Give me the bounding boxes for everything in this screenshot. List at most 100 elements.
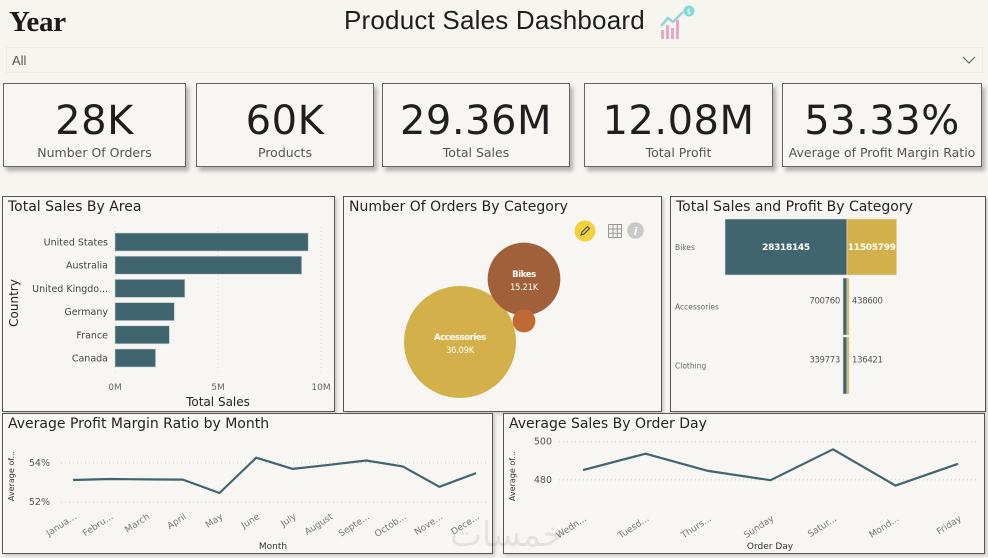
x-axis-title: Order Day xyxy=(747,542,794,552)
series-line xyxy=(582,448,959,487)
x-tick-label: June xyxy=(239,512,262,532)
bar xyxy=(114,302,175,321)
series-line xyxy=(72,456,477,495)
bar xyxy=(114,255,302,275)
grid-table-icon[interactable] xyxy=(608,224,622,238)
kpi-card-profit-margin: 53.33% Average of Profit Margin Ratio xyxy=(782,83,982,167)
x-tick-label: Dece... xyxy=(450,512,482,538)
x-tick-label: March xyxy=(123,512,151,535)
x-tick-label: August xyxy=(303,512,335,538)
sales-value-label: 700760 xyxy=(809,297,840,307)
bar xyxy=(114,348,156,368)
panel-title: Average Sales By Order Day xyxy=(509,416,707,432)
chevron-down-icon[interactable] xyxy=(962,53,976,67)
kpi-value: 29.36M xyxy=(399,98,553,144)
kpi-card-total-sales: 29.36M Total Sales xyxy=(382,83,570,167)
kpi-value: 53.33% xyxy=(804,98,960,144)
x-tick-label: Febru... xyxy=(81,512,115,539)
panel-title: Average Profit Margin Ratio by Month xyxy=(8,416,270,432)
kpi-label: Total Profit xyxy=(645,145,712,160)
profit-value-label: 136421 xyxy=(852,356,883,366)
kpi-value: 60K xyxy=(245,98,325,144)
profit-bar xyxy=(846,336,850,395)
growth-chart-icon: $ xyxy=(660,5,695,39)
sales-profit-by-category-panel[interactable]: Total Sales and Profit By Category Bikes… xyxy=(670,196,986,412)
kpi-label: Average of Profit Margin Ratio xyxy=(788,145,976,160)
kpi-card-total-profit: 12.08M Total Profit xyxy=(584,83,773,167)
sales-value-label: 339773 xyxy=(809,356,840,366)
y-tick-label: Germany xyxy=(64,307,108,318)
kpi-card-products: 60K Products xyxy=(196,83,374,167)
y-axis-title: Average of... xyxy=(7,451,16,501)
x-tick-label: July xyxy=(279,512,299,530)
sales-bar xyxy=(842,277,848,336)
y-tick-label: 52% xyxy=(29,497,50,508)
x-tick-label: Mond... xyxy=(868,514,901,541)
x-tick-label: 5M xyxy=(211,383,225,393)
category-label: Clothing xyxy=(675,362,706,371)
y-tick-label: 500 xyxy=(534,437,552,448)
x-tick-label: May xyxy=(204,512,226,531)
bar xyxy=(114,325,170,345)
orders-by-category-chart: Accessories 36.09K Bikes 15.21K xyxy=(404,242,561,398)
year-dropdown-value: All xyxy=(12,53,27,68)
sales-by-area-panel[interactable]: Total Sales By Area 0M 5M 10M United States… xyxy=(2,196,335,412)
profit-value-label: 438600 xyxy=(852,297,883,307)
pencil-icon[interactable] xyxy=(574,220,596,242)
info-icon[interactable]: i xyxy=(627,222,644,239)
x-tick-label: Septe... xyxy=(337,512,371,539)
bubble xyxy=(512,309,536,333)
svg-text:$: $ xyxy=(687,8,691,16)
bubble xyxy=(487,242,561,316)
bubble xyxy=(404,286,516,398)
y-axis-title: Average of... xyxy=(508,451,517,501)
svg-text:i: i xyxy=(634,225,638,238)
sales-bar xyxy=(842,336,848,395)
x-tick-label: Sunday xyxy=(742,514,776,541)
x-tick-label: 10M xyxy=(311,383,330,393)
profit-bar xyxy=(846,277,850,336)
year-dropdown[interactable]: All xyxy=(6,47,983,73)
y-tick-label: United States xyxy=(44,238,108,249)
sales-by-order-day-chart: 480 500 Wedn... Tuesd... Thurs... Sunday Satur… xyxy=(508,437,979,552)
dashboard-title: Product Sales Dashboard xyxy=(344,5,645,35)
kpi-value: 28K xyxy=(55,98,134,144)
category-label: Accessories xyxy=(675,303,719,312)
bubble-category-label: Bikes xyxy=(512,270,536,280)
y-axis-title: Country xyxy=(7,279,21,327)
year-slicer-title: Year xyxy=(9,6,66,38)
x-tick-label: Thurs... xyxy=(679,514,714,541)
kpi-card-orders: 28K Number Of Orders xyxy=(3,83,186,167)
kpi-label: Products xyxy=(258,145,312,160)
bar xyxy=(114,279,186,298)
x-tick-label: 0M xyxy=(108,383,122,393)
sales-bar xyxy=(724,218,848,276)
x-axis-title: Total Sales xyxy=(185,395,250,409)
bubble-value-label: 36.09K xyxy=(446,346,475,356)
profit-value-label: 11505799 xyxy=(848,243,896,253)
kpi-value: 12.08M xyxy=(602,98,755,144)
panel-title: Number Of Orders By Category xyxy=(349,199,568,215)
y-tick-label: United Kingdo... xyxy=(32,284,108,295)
y-tick-label: 54% xyxy=(29,458,50,469)
sales-value-label: 28318145 xyxy=(762,243,810,253)
y-tick-label: Canada xyxy=(72,354,108,365)
panel-title: Total Sales and Profit By Category xyxy=(676,199,913,215)
x-axis-title: Month xyxy=(259,542,287,552)
profit-bar xyxy=(846,218,897,276)
sales-by-order-day-panel[interactable]: Average Sales By Order Day 480 500 Wedn...… xyxy=(503,413,985,554)
sales-profit-by-category-chart: Bikes 28318145 11505799 Accessories 700760 43… xyxy=(675,218,897,395)
x-tick-label: Nove... xyxy=(413,512,445,538)
x-tick-label: Janua... xyxy=(44,512,79,539)
orders-by-category-panel[interactable]: Number Of Orders By Category Accessories… xyxy=(343,196,662,412)
x-tick-label: Wedn... xyxy=(555,514,589,541)
y-tick-label: 480 xyxy=(534,475,552,486)
x-tick-label: Friday xyxy=(935,514,964,538)
profit-margin-by-month-panel[interactable]: Average Profit Margin Ratio by Month 52%… xyxy=(2,413,493,554)
x-tick-label: Satur... xyxy=(806,514,838,540)
x-tick-label: April xyxy=(166,512,189,532)
x-tick-label: Octob... xyxy=(373,512,408,540)
y-tick-label: Australia xyxy=(66,261,108,272)
kpi-label: Number Of Orders xyxy=(37,145,152,160)
bubble-value-label: 15.21K xyxy=(510,283,539,293)
